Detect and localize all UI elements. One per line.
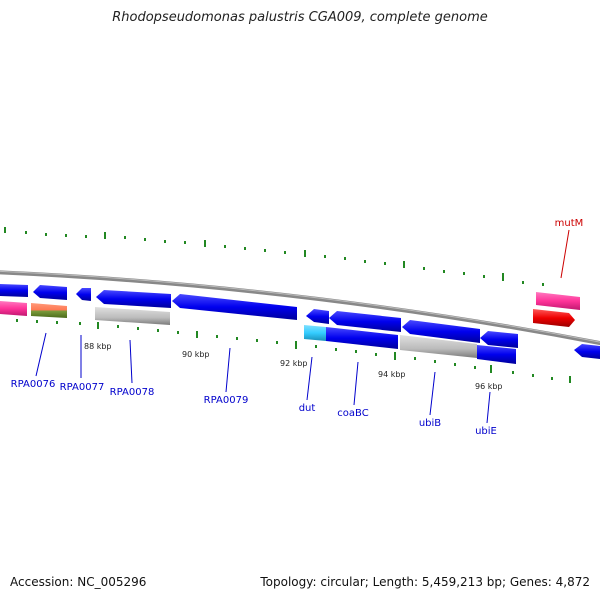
scale-label-92: 92 kbp	[280, 359, 308, 368]
genome-backbone	[0, 270, 600, 346]
gene-leader-lines	[35, 229, 570, 424]
gene-arrow[interactable]	[172, 294, 297, 320]
lower-strand-genes	[0, 301, 575, 364]
gene-arrow[interactable]	[31, 303, 67, 318]
gene-arrow[interactable]	[326, 327, 398, 349]
gene-arrow[interactable]	[304, 325, 326, 341]
gene-arrow[interactable]	[33, 285, 67, 300]
gene-arrow[interactable]	[400, 335, 477, 358]
topology-text: Topology: circular; Length: 5,459,213 bp…	[260, 575, 590, 589]
gene-arrow[interactable]	[574, 344, 600, 359]
gene-arrow[interactable]	[306, 309, 329, 324]
gene-arrow[interactable]	[329, 311, 401, 332]
gene-arrow[interactable]	[76, 288, 91, 301]
scale-label-94: 94 kbp	[378, 370, 406, 379]
gene-label-rpa0076[interactable]: RPA0076	[11, 379, 56, 390]
gene-arrow[interactable]	[477, 345, 516, 364]
gene-arrow[interactable]	[480, 331, 518, 348]
gene-label-rpa0079[interactable]: RPA0079	[204, 395, 249, 406]
gene-label-ubib[interactable]: ubiB	[419, 418, 441, 429]
gene-arrow-mutm[interactable]	[536, 292, 580, 310]
gene-arrow[interactable]	[96, 290, 171, 308]
gene-label-dut[interactable]: dut	[299, 403, 316, 414]
gene-label-mutm[interactable]: mutM	[555, 218, 584, 229]
upper-strand-genes	[0, 284, 600, 359]
gene-label-ubie[interactable]: ubiE	[475, 426, 497, 437]
gene-label-rpa0077[interactable]: RPA0077	[60, 382, 105, 393]
gene-label-coabc[interactable]: coaBC	[337, 408, 368, 419]
scale-label-90: 90 kbp	[182, 350, 210, 359]
gene-arrow[interactable]	[0, 284, 28, 297]
gene-arrow[interactable]	[533, 309, 575, 327]
map-title: Rhodopseudomonas palustris CGA009, compl…	[112, 10, 488, 25]
gene-label-rpa0078[interactable]: RPA0078	[110, 387, 155, 398]
gene-arrow[interactable]	[0, 301, 27, 316]
gene-arrow[interactable]	[402, 320, 480, 343]
outer-tick-ring	[4, 227, 544, 286]
inner-tick-ring	[16, 319, 571, 383]
accession-text: Accession: NC_005296	[10, 575, 147, 589]
scale-label-88: 88 kbp	[84, 342, 112, 351]
gene-arrow[interactable]	[95, 307, 170, 325]
scale-label-96: 96 kbp	[475, 382, 503, 391]
